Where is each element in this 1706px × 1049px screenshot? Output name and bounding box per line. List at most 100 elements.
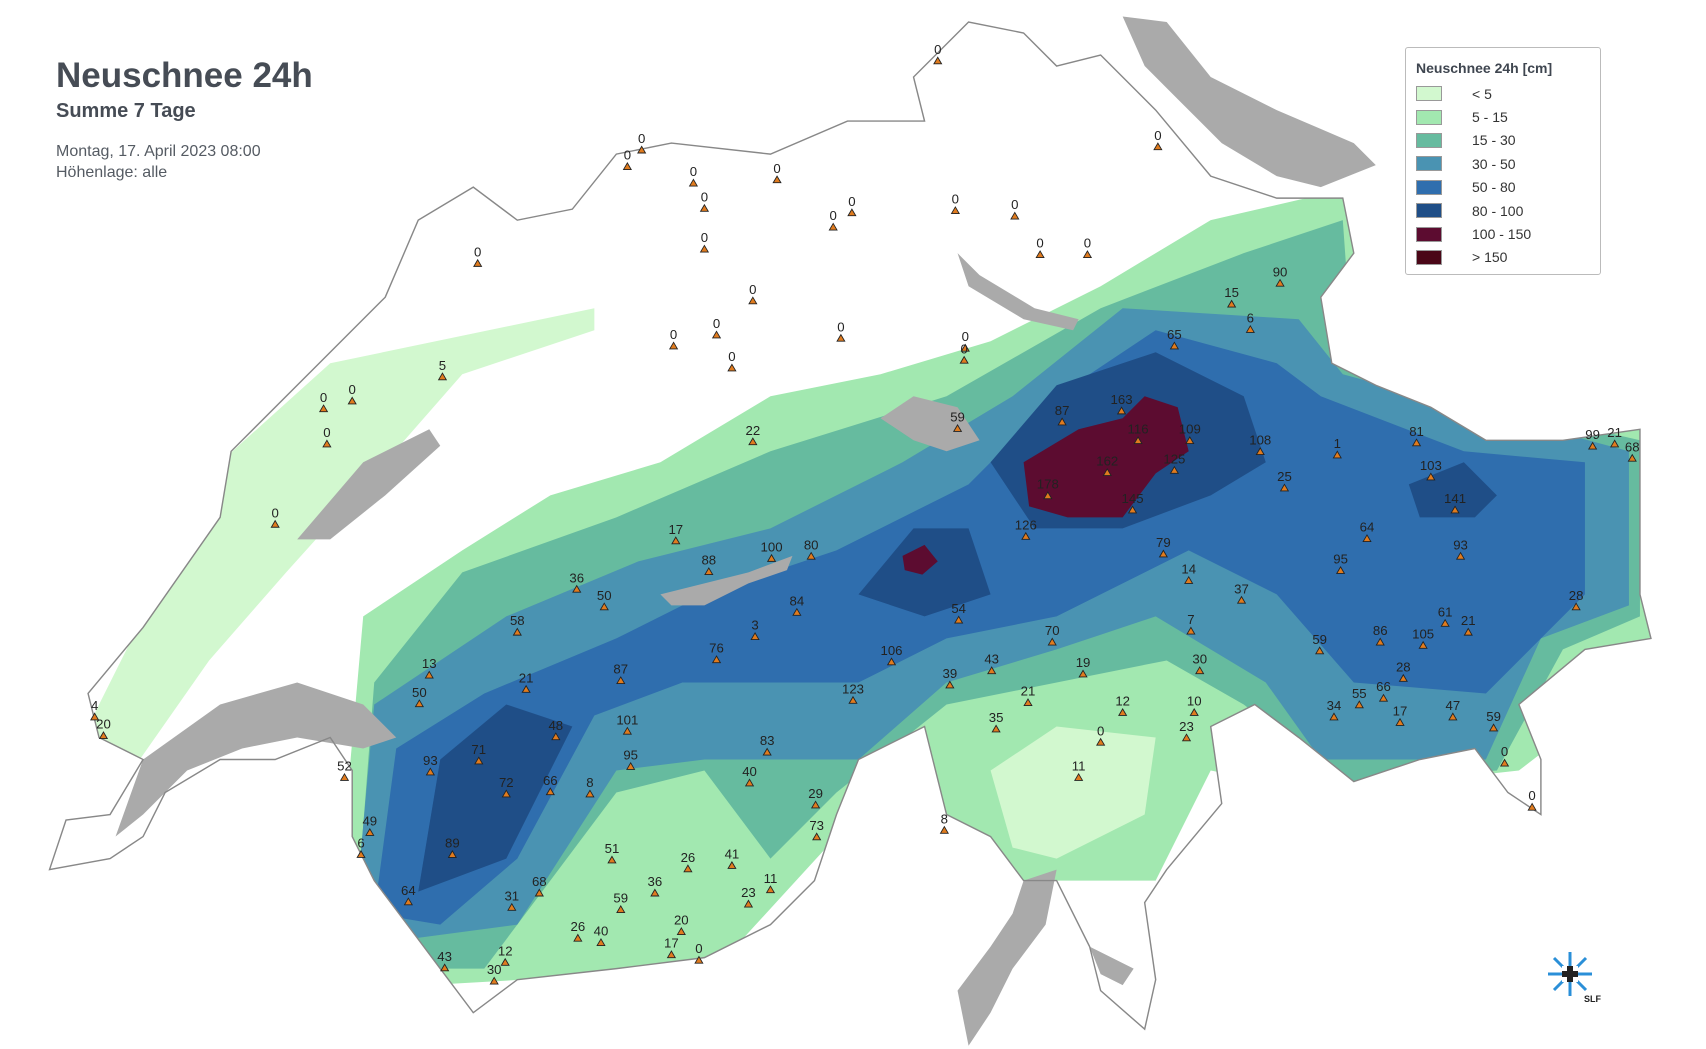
station-value: 47 <box>1446 698 1461 713</box>
station-value: 41 <box>725 847 740 862</box>
station-value: 109 <box>1179 422 1201 437</box>
station-marker <box>711 330 722 339</box>
lake-lugano <box>1089 946 1134 986</box>
station-marker <box>991 724 1001 733</box>
station-marker <box>585 789 595 798</box>
station-marker <box>347 396 357 405</box>
station-value: 0 <box>474 244 481 259</box>
legend-item: > 150 <box>1416 246 1590 269</box>
station-value: 0 <box>713 316 720 331</box>
station-value: 36 <box>569 570 584 585</box>
station-marker <box>545 787 555 796</box>
legend-item: 50 - 80 <box>1416 176 1590 199</box>
station-marker <box>1153 142 1163 151</box>
station-value: 72 <box>499 775 514 790</box>
station-value: 49 <box>362 814 377 829</box>
station-marker <box>1102 468 1112 476</box>
station-marker <box>1488 723 1499 732</box>
legend-item: 30 - 50 <box>1416 152 1590 175</box>
station-marker <box>1450 505 1460 514</box>
station-value: 29 <box>808 786 823 801</box>
station-value: 59 <box>950 410 965 425</box>
station-marker <box>1332 450 1342 459</box>
station-value: 76 <box>709 641 724 656</box>
legend-swatch <box>1416 86 1442 102</box>
lake-lucerne <box>880 396 980 452</box>
station-marker <box>1499 758 1510 767</box>
station-marker <box>960 343 970 352</box>
station-marker <box>699 244 710 253</box>
station-marker <box>668 341 679 350</box>
station-value: 0 <box>952 192 959 207</box>
lakes <box>115 16 1376 1046</box>
station-value: 103 <box>1420 458 1442 473</box>
station-value: 88 <box>701 553 716 568</box>
station-marker <box>671 536 681 545</box>
station-marker <box>847 208 857 217</box>
station-value: 21 <box>1021 684 1036 699</box>
station-value: 0 <box>1528 788 1535 803</box>
station-value: 0 <box>638 131 645 146</box>
station-marker <box>512 627 522 636</box>
station-value: 0 <box>701 230 708 245</box>
station-value: 81 <box>1409 424 1424 439</box>
legend-label: > 150 <box>1472 249 1508 266</box>
station-value: 12 <box>498 943 513 958</box>
station-value: 0 <box>1036 236 1043 251</box>
station-value: 22 <box>746 423 761 438</box>
station-value: 95 <box>1333 552 1348 567</box>
station-value: 93 <box>423 753 438 768</box>
station-value: 50 <box>412 685 427 700</box>
station-value: 15 <box>1224 285 1239 300</box>
station-value: 0 <box>728 349 735 364</box>
station-marker <box>534 888 544 897</box>
station-value: 34 <box>1327 698 1342 713</box>
station-value: 11 <box>1072 759 1086 774</box>
station-marker <box>1195 666 1205 675</box>
legend-swatch <box>1416 132 1442 148</box>
station-marker <box>1245 324 1255 333</box>
station-marker <box>1096 737 1106 746</box>
station-value: 48 <box>548 718 563 733</box>
svg-text:SLF: SLF <box>1584 994 1602 1004</box>
station-value: 26 <box>571 919 586 934</box>
station-marker <box>806 551 816 560</box>
legend-swatch <box>1416 203 1442 219</box>
station-value: 20 <box>674 913 689 928</box>
station-value: 19 <box>1076 655 1091 670</box>
station-value: 0 <box>837 319 844 334</box>
station-marker <box>447 849 457 858</box>
legend-swatch <box>1416 156 1442 172</box>
station-marker <box>1455 551 1466 560</box>
station-value: 36 <box>648 874 663 889</box>
station-marker <box>1118 707 1128 716</box>
station-marker <box>1057 417 1067 426</box>
station-marker <box>270 519 280 528</box>
station-value: 95 <box>623 748 638 763</box>
station-marker <box>950 206 960 214</box>
station-value: 68 <box>1625 439 1640 454</box>
legend-swatch <box>1416 226 1442 242</box>
station-marker <box>810 800 821 809</box>
legend-title: Neuschnee 24h [cm] <box>1416 60 1553 76</box>
legend-item: < 5 <box>1416 82 1590 105</box>
legend: Neuschnee 24h [cm] < 5 5 - 15 15 - 30 30 - … <box>1405 47 1601 275</box>
station-value: 0 <box>773 161 780 176</box>
station-marker <box>748 296 758 305</box>
station-marker <box>1189 707 1199 716</box>
station-value: 90 <box>1273 264 1288 279</box>
station-value: 100 <box>761 539 783 554</box>
station-marker <box>622 162 632 170</box>
station-value: 0 <box>934 42 941 57</box>
station-value: 35 <box>989 710 1004 725</box>
station-value: 6 <box>1247 311 1254 326</box>
station-marker <box>622 726 632 735</box>
station-marker <box>1571 602 1581 611</box>
station-marker <box>551 732 561 741</box>
station-value: 31 <box>504 888 519 903</box>
station-value: 64 <box>401 883 416 898</box>
station-marker <box>748 437 758 446</box>
station-marker <box>1043 491 1053 500</box>
lake-maggiore <box>957 869 1057 1046</box>
station-value: 23 <box>741 885 756 900</box>
